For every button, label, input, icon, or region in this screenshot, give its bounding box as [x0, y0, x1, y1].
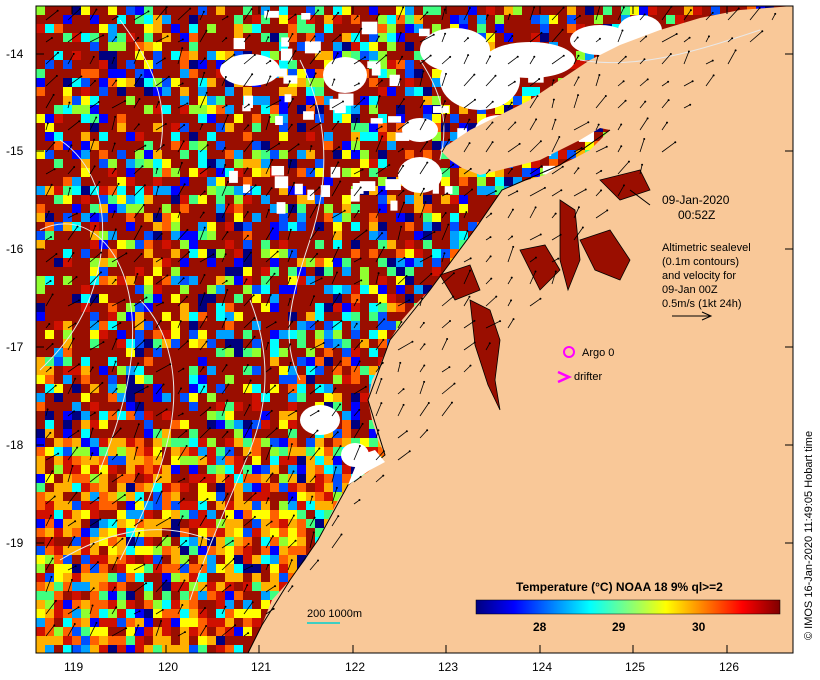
colorbar-tick-29: 29 [612, 620, 626, 634]
coastline-detail [247, 129, 651, 653]
y-tick-label: -16 [6, 242, 24, 256]
y-tick-label: -17 [6, 340, 24, 354]
x-tick-label: 125 [625, 660, 645, 674]
y-tick-label: -18 [6, 438, 24, 452]
velocity-arrows [45, 6, 777, 637]
depth-scale-label: 200 1000m [307, 608, 362, 620]
argo-marker [563, 346, 575, 358]
land-area [248, 6, 793, 653]
x-tick-label: 120 [158, 660, 178, 674]
y-tick-label: -15 [6, 144, 24, 158]
colorbar [475, 599, 781, 615]
map-frame [35, 5, 794, 654]
x-tick-label: 123 [438, 660, 458, 674]
colorbar-title: Temperature (°C) NOAA 18 9% ql>=2 [516, 580, 723, 594]
altimetry-line-5: 0.5m/s (1kt 24h) [662, 298, 741, 310]
altimetry-line-1: Altimetric sealevel [662, 242, 751, 254]
x-tick-label: 121 [251, 660, 271, 674]
axis-ticks: 119 120 121 122 123 124 125 126 -14 -15 -16 -17 -18 -… [6, 6, 793, 674]
x-tick-label: 126 [719, 660, 739, 674]
colorbar-tick-30: 30 [692, 620, 706, 634]
altimetry-line-4: 09-Jan 00Z [662, 284, 718, 296]
velocity-scale-arrow [672, 311, 713, 321]
date-label: 09-Jan-2020 [662, 193, 730, 207]
y-tick-label: -14 [6, 47, 24, 61]
time-label: 00:52Z [678, 208, 715, 222]
argo-label: Argo 0 [582, 347, 614, 359]
colorbar-tick-28: 28 [533, 620, 547, 634]
credit-text: © IMOS 16-Jan-2020 11:49:05 Hobart time [803, 431, 815, 640]
x-tick-label: 124 [532, 660, 552, 674]
drifter-marker [557, 370, 573, 384]
altimetry-line-3: and velocity for [662, 270, 736, 282]
altimetry-line-2: (0.1m contours) [662, 256, 739, 268]
date-pointer-line [629, 189, 651, 206]
x-tick-label: 119 [64, 660, 83, 674]
y-tick-label: -19 [6, 536, 24, 550]
drifter-label: drifter [574, 371, 602, 383]
x-tick-label: 122 [345, 660, 365, 674]
